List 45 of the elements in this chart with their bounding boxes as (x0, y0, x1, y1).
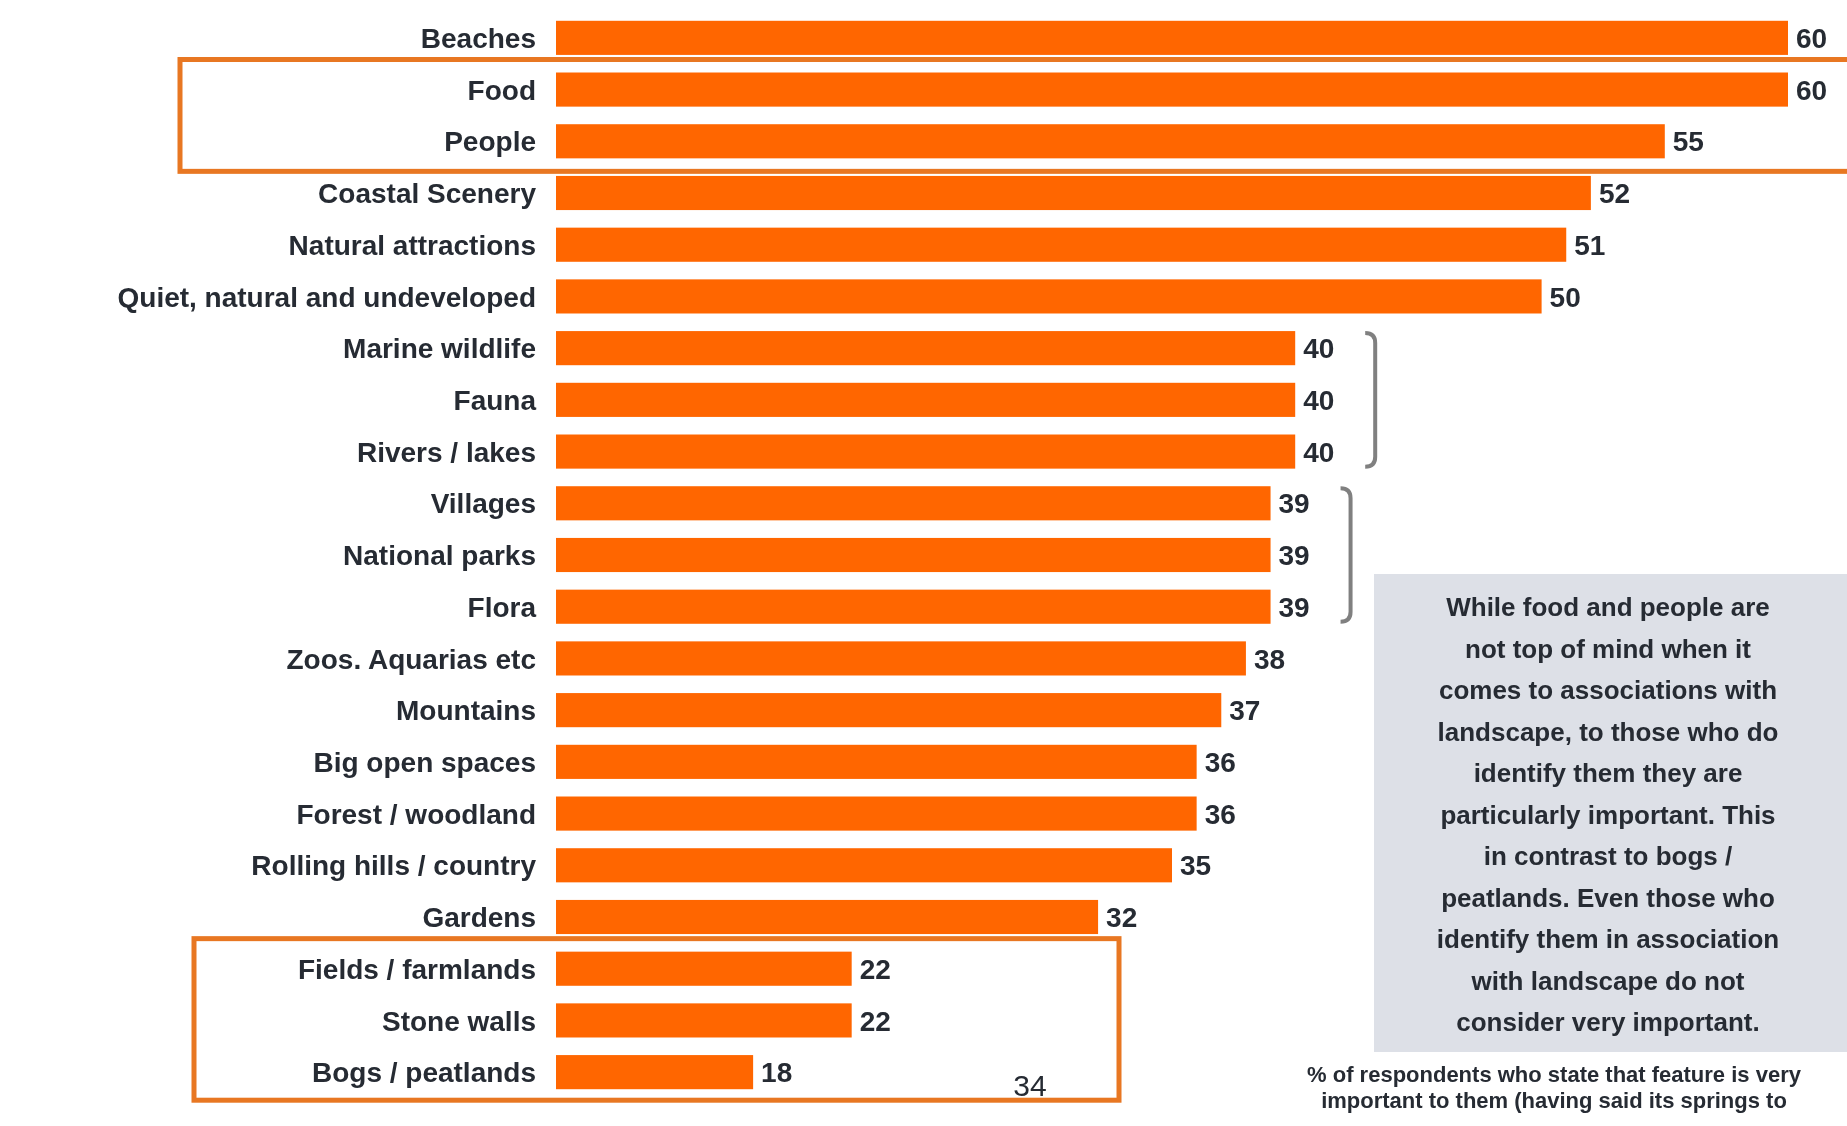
data-label: 60 (1796, 74, 1828, 106)
y-tick-label: Zoos. Aquarias etc (286, 643, 536, 675)
y-tick-label: Forest / woodland (296, 798, 536, 830)
y-tick-label: Fields / farmlands (297, 953, 536, 985)
y-tick-label: People (444, 126, 536, 158)
data-label: 35 (1180, 850, 1212, 882)
annotation: 34 (1013, 1069, 1047, 1102)
data-label: 36 (1204, 746, 1236, 778)
y-tick-label: Quiet, natural and undeveloped (117, 281, 536, 313)
annotation: % of respondents who state that feature is very important to them (having said its springs to (1307, 1062, 1802, 1113)
y-tick-label: Natural attractions (288, 229, 536, 261)
data-label: 55 (1672, 126, 1704, 158)
y-tick-label: Gardens (422, 902, 536, 934)
data-label: 38 (1253, 643, 1286, 675)
data-label: 37 (1229, 695, 1261, 727)
y-tick-label: Food (467, 74, 536, 106)
data-label: 32 (1106, 902, 1138, 934)
data-label: 36 (1204, 798, 1236, 830)
data-label: 39 (1278, 591, 1310, 623)
y-tick-label: National parks (343, 540, 536, 572)
y-tick-label: Fauna (453, 384, 537, 416)
data-label: 40 (1303, 333, 1335, 365)
y-tick-label: Beaches (420, 22, 536, 54)
data-label: 50 (1549, 281, 1581, 313)
y-tick-label: Marine wildlife (343, 333, 536, 365)
y-tick-label: Stone walls (381, 1005, 536, 1037)
text: While food and people are not top of mind when it comes to associations with landscape, to those who do identify them they are particularly important. This in contrast to bogs / peatlands. Even those who identify them in association with landscape do not consider very important. (1436, 592, 1780, 1037)
y-tick-label: Bogs / peatlands (311, 1057, 536, 1089)
data-label: 60 (1796, 22, 1828, 54)
data-label: 39 (1278, 488, 1310, 520)
data-label: 52 (1598, 178, 1631, 210)
y-tick-label: Rolling hills / country (251, 850, 537, 882)
data-label: 39 (1278, 540, 1310, 572)
y-tick-label: Coastal Scenery (318, 178, 537, 210)
data-label: 18 (761, 1057, 793, 1089)
data-label: 22 (859, 1005, 891, 1037)
y-tick-label: Flora (467, 591, 537, 623)
data-label: 40 (1303, 436, 1335, 468)
y-tick-label: Villages (430, 488, 536, 520)
y-tick-label: Big open spaces (313, 746, 536, 778)
data-label: 22 (859, 953, 891, 985)
y-tick-label: Mountains (396, 695, 536, 727)
data-label: 40 (1303, 384, 1335, 416)
y-tick-label: Rivers / lakes (356, 436, 536, 468)
data-label: 51 (1574, 229, 1606, 261)
